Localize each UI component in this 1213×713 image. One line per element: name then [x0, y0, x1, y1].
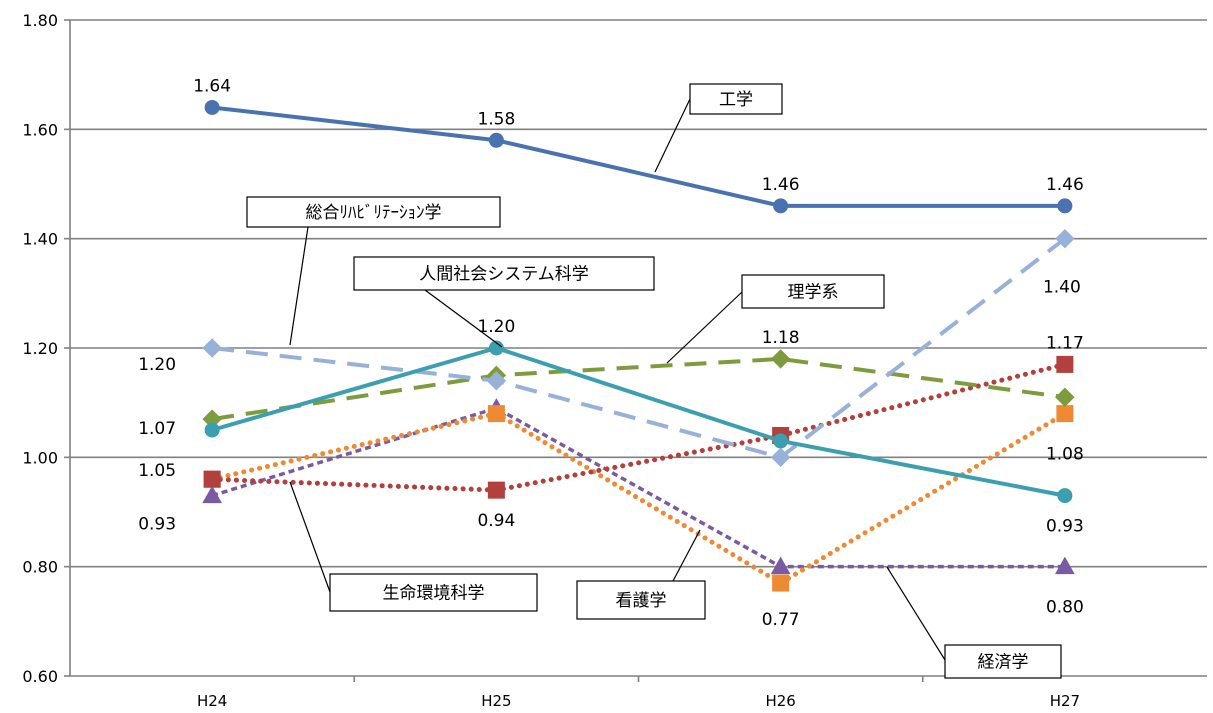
series-name-label: 看護学: [616, 591, 667, 611]
series-name-label: 経済学: [978, 653, 1029, 673]
series-name-label: 理学系: [788, 283, 839, 303]
series-line: [211, 406, 1065, 569]
data-point: [1055, 228, 1075, 249]
data-label: 0.93: [138, 515, 176, 535]
x-tick-label: H25: [481, 692, 511, 710]
data-point: [487, 481, 505, 499]
callout-leader: [886, 566, 946, 661]
series-line: [211, 356, 1066, 422]
series-name-label: 工学: [719, 90, 753, 110]
data-point: [1055, 387, 1075, 407]
series-name-label: 人間社会システム科学: [419, 265, 589, 285]
callout-leader: [424, 289, 503, 348]
callout-box: [944, 644, 1062, 679]
series-line: [210, 346, 1067, 498]
data-point: [202, 485, 222, 504]
x-tick-label: H24: [197, 692, 227, 710]
series-0: [204, 99, 1073, 214]
data-label: 1.20: [138, 355, 176, 375]
y-tick-label: 1.80: [22, 11, 58, 30]
series-name-label: 総合ﾘﾊﾋﾞﾘﾃｰｼｮﾝ学: [306, 203, 442, 223]
series-2: [204, 340, 1073, 504]
series-4: [203, 355, 1074, 499]
data-point: [773, 433, 789, 449]
series-5: [203, 405, 1074, 592]
callout-leader: [289, 226, 309, 346]
series-callout: 総合ﾘﾊﾋﾞﾘﾃｰｼｮﾝ学: [246, 196, 501, 346]
data-label: 1.17: [1046, 333, 1084, 353]
data-label: 1.05: [138, 461, 176, 481]
callout-box: [353, 256, 655, 291]
callout-leader: [666, 291, 743, 364]
y-tick-label: 1.00: [22, 448, 58, 467]
data-label: 0.93: [1046, 517, 1084, 537]
data-point: [202, 338, 222, 358]
y-tick-label: 1.40: [22, 230, 58, 249]
data-point: [1056, 405, 1074, 423]
series-line: [209, 411, 1068, 586]
data-point: [770, 447, 791, 468]
data-point: [1057, 488, 1073, 504]
data-label: 1.20: [477, 317, 515, 337]
series-callout: 経済学: [886, 566, 1062, 679]
grid-layer: [70, 19, 1207, 568]
x-tick-label: H27: [1050, 692, 1080, 710]
data-point: [770, 349, 791, 369]
data-label: 0.80: [1046, 598, 1084, 618]
series-line: [209, 361, 1068, 493]
data-point: [773, 198, 789, 214]
y-tick-label: 0.60: [22, 667, 58, 686]
data-point: [772, 574, 790, 592]
callout-leader: [654, 98, 691, 173]
data-label: 1.58: [477, 109, 515, 129]
series-callout: 理学系: [666, 274, 885, 364]
y-tick-label: 1.20: [22, 339, 58, 358]
data-label: 1.07: [138, 419, 176, 439]
series-callout: 人間社会システム科学: [353, 256, 655, 348]
data-label: 1.46: [1046, 175, 1084, 195]
data-point: [204, 422, 220, 438]
series-line: [210, 105, 1067, 208]
callout-leader: [672, 529, 701, 582]
data-label: 1.40: [1043, 278, 1081, 298]
data-point: [204, 99, 220, 115]
callout-box: [246, 196, 501, 228]
y-tick-label: 0.80: [22, 558, 58, 577]
series-line: [211, 237, 1067, 460]
data-label: 0.77: [762, 610, 800, 630]
data-point: [1055, 556, 1075, 575]
data-point: [770, 556, 791, 575]
data-point: [1057, 198, 1073, 214]
data-label: 1.64: [193, 76, 231, 96]
data-label: 1.46: [762, 175, 800, 195]
data-point: [488, 132, 504, 148]
data-label-layer: 1.64 1.58 1.46 1.46 1.20 1.40 1.05 1.20 0.93 1.07…: [138, 76, 1084, 630]
series-callout: 生命環境科学: [289, 481, 538, 612]
series-callout: 工学: [654, 83, 783, 173]
data-label: 1.18: [762, 328, 800, 348]
callout-box: [741, 274, 885, 309]
data-point: [488, 340, 504, 356]
callout-box: [576, 580, 706, 620]
callout-box: [329, 573, 538, 612]
series-layer: [202, 99, 1075, 592]
data-point: [487, 405, 505, 423]
x-tick-label: H26: [765, 692, 795, 710]
series-callout: 看護学: [576, 529, 706, 620]
callout-box: [689, 83, 783, 115]
data-point: [203, 470, 221, 488]
data-point: [486, 371, 507, 391]
data-label: 1.08: [1046, 445, 1084, 465]
data-label: 0.94: [477, 511, 515, 531]
series-1: [202, 228, 1075, 468]
y-tick-label: 1.60: [22, 120, 58, 139]
data-point: [1056, 355, 1074, 373]
series-name-label: 生命環境科学: [383, 584, 485, 604]
callout-leader: [289, 481, 331, 593]
